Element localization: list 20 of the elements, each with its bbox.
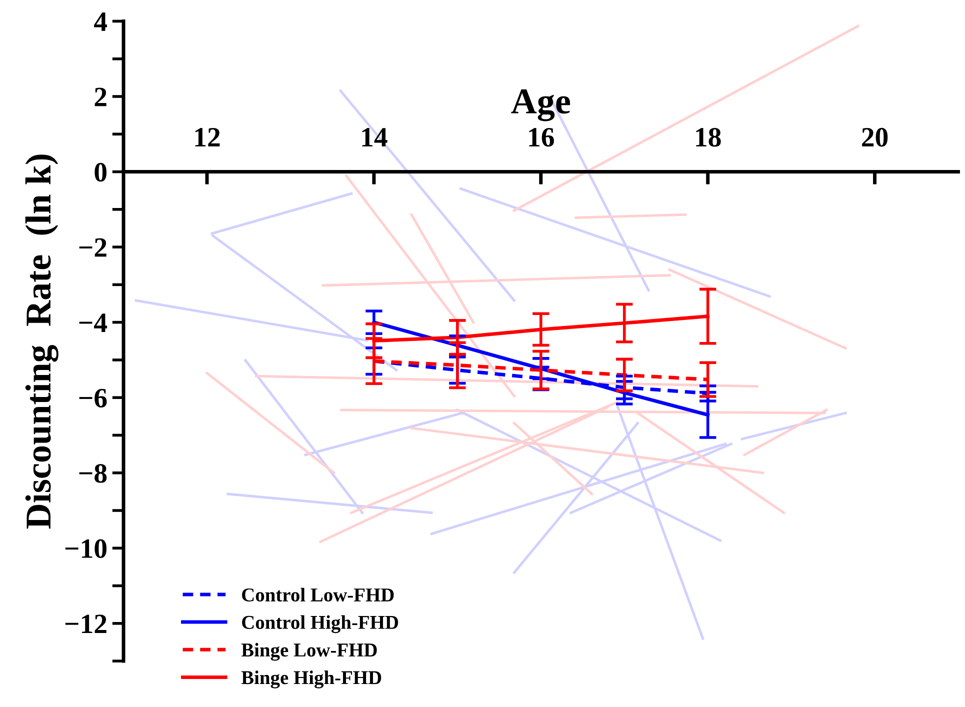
- x-tick-label: 18: [696, 128, 721, 147]
- x-axis-title: Age: [511, 89, 570, 122]
- x-tick-label: 12: [195, 128, 220, 146]
- y-tick-label: −12: [65, 614, 106, 634]
- y-tick-label: 0: [94, 162, 106, 182]
- x-tick-label: 20: [862, 128, 888, 147]
- y-tick-label: −10: [65, 539, 106, 558]
- y-axis-title: Discounting Rate (ln k): [25, 154, 58, 529]
- legend-label: Control Low-FHD: [242, 588, 394, 602]
- y-tick-label: −4: [79, 314, 108, 332]
- legend-label: Binge Low-FHD: [241, 642, 377, 661]
- y-tick-label: −2: [79, 238, 106, 257]
- legend-label: Binge High-FHD: [241, 670, 382, 688]
- y-tick-label: −8: [79, 464, 107, 483]
- y-tick-label: 2: [94, 88, 106, 106]
- x-tick-label: 16: [529, 128, 554, 147]
- y-tick-label: −6: [79, 388, 107, 408]
- y-tick-label: 4: [94, 12, 108, 31]
- legend-label: Control High-FHD: [242, 615, 398, 634]
- x-tick-label: 14: [362, 128, 388, 146]
